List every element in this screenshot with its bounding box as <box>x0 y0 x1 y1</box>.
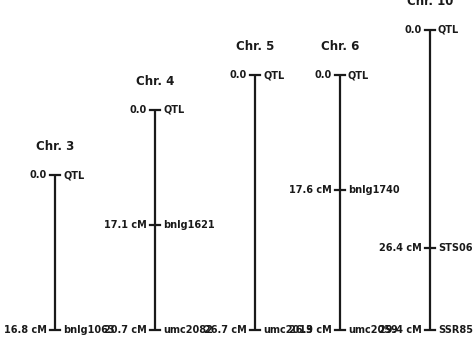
Text: QTL: QTL <box>438 25 459 35</box>
Text: 29.4 cM: 29.4 cM <box>379 325 422 335</box>
Text: 26.7 cM: 26.7 cM <box>204 325 247 335</box>
Text: 0.0: 0.0 <box>230 70 247 80</box>
Text: 26.9 cM: 26.9 cM <box>289 325 332 335</box>
Text: bnlg1740: bnlg1740 <box>348 185 399 195</box>
Text: umc2013: umc2013 <box>263 325 313 335</box>
Text: 17.6 cM: 17.6 cM <box>289 185 332 195</box>
Text: 0.0: 0.0 <box>405 25 422 35</box>
Text: Chr. 4: Chr. 4 <box>136 75 174 88</box>
Text: 17.1 cM: 17.1 cM <box>104 220 147 230</box>
Text: Chr. 3: Chr. 3 <box>36 140 74 153</box>
Text: Chr. 5: Chr. 5 <box>236 40 274 53</box>
Text: 16.8 cM: 16.8 cM <box>4 325 47 335</box>
Text: QTL: QTL <box>163 105 184 115</box>
Text: umc2082: umc2082 <box>163 325 213 335</box>
Text: 20.7 cM: 20.7 cM <box>104 325 147 335</box>
Text: 0.0: 0.0 <box>315 70 332 80</box>
Text: Chr. 6: Chr. 6 <box>321 40 359 53</box>
Text: QTL: QTL <box>348 70 369 80</box>
Text: STS06: STS06 <box>438 243 473 253</box>
Text: QTL: QTL <box>263 70 284 80</box>
Text: umc2059: umc2059 <box>348 325 398 335</box>
Text: 0.0: 0.0 <box>130 105 147 115</box>
Text: Chr. 10: Chr. 10 <box>407 0 453 8</box>
Text: SSR85: SSR85 <box>438 325 473 335</box>
Text: QTL: QTL <box>63 170 84 180</box>
Text: 0.0: 0.0 <box>30 170 47 180</box>
Text: bnlg1063: bnlg1063 <box>63 325 114 335</box>
Text: 26.4 cM: 26.4 cM <box>379 243 422 253</box>
Text: bnlg1621: bnlg1621 <box>163 220 215 230</box>
